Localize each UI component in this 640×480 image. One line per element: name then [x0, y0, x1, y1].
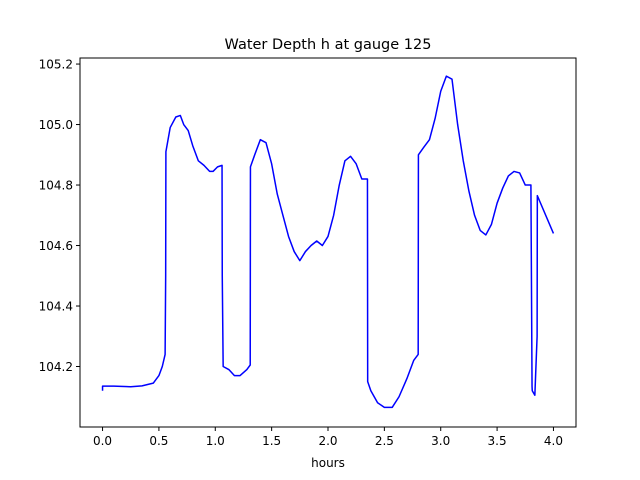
y-tick-label: 104.6 — [39, 239, 73, 253]
y-tick-label: 104.8 — [39, 179, 73, 193]
plot-area — [101, 75, 555, 409]
x-tick-label: 0.5 — [149, 434, 168, 448]
x-tick-label: 2.5 — [375, 434, 394, 448]
y-tick-label: 105.2 — [39, 58, 73, 72]
x-tick-label: 1.5 — [262, 434, 281, 448]
y-tick-label: 104.2 — [39, 360, 73, 374]
x-tick-label: 1.0 — [206, 434, 225, 448]
x-tick-label: 3.0 — [431, 434, 450, 448]
series-line-0 — [101, 75, 555, 409]
chart-title: Water Depth h at gauge 125 — [225, 37, 432, 53]
x-tick-label: 2.0 — [318, 434, 337, 448]
x-tick-label: 4.0 — [544, 434, 563, 448]
y-tick-label: 105.0 — [39, 118, 73, 132]
x-tick-label: 0.0 — [93, 434, 112, 448]
x-tick-label: 3.5 — [488, 434, 507, 448]
y-tick-label: 104.4 — [39, 300, 73, 314]
x-axis-label: hours — [311, 456, 345, 470]
